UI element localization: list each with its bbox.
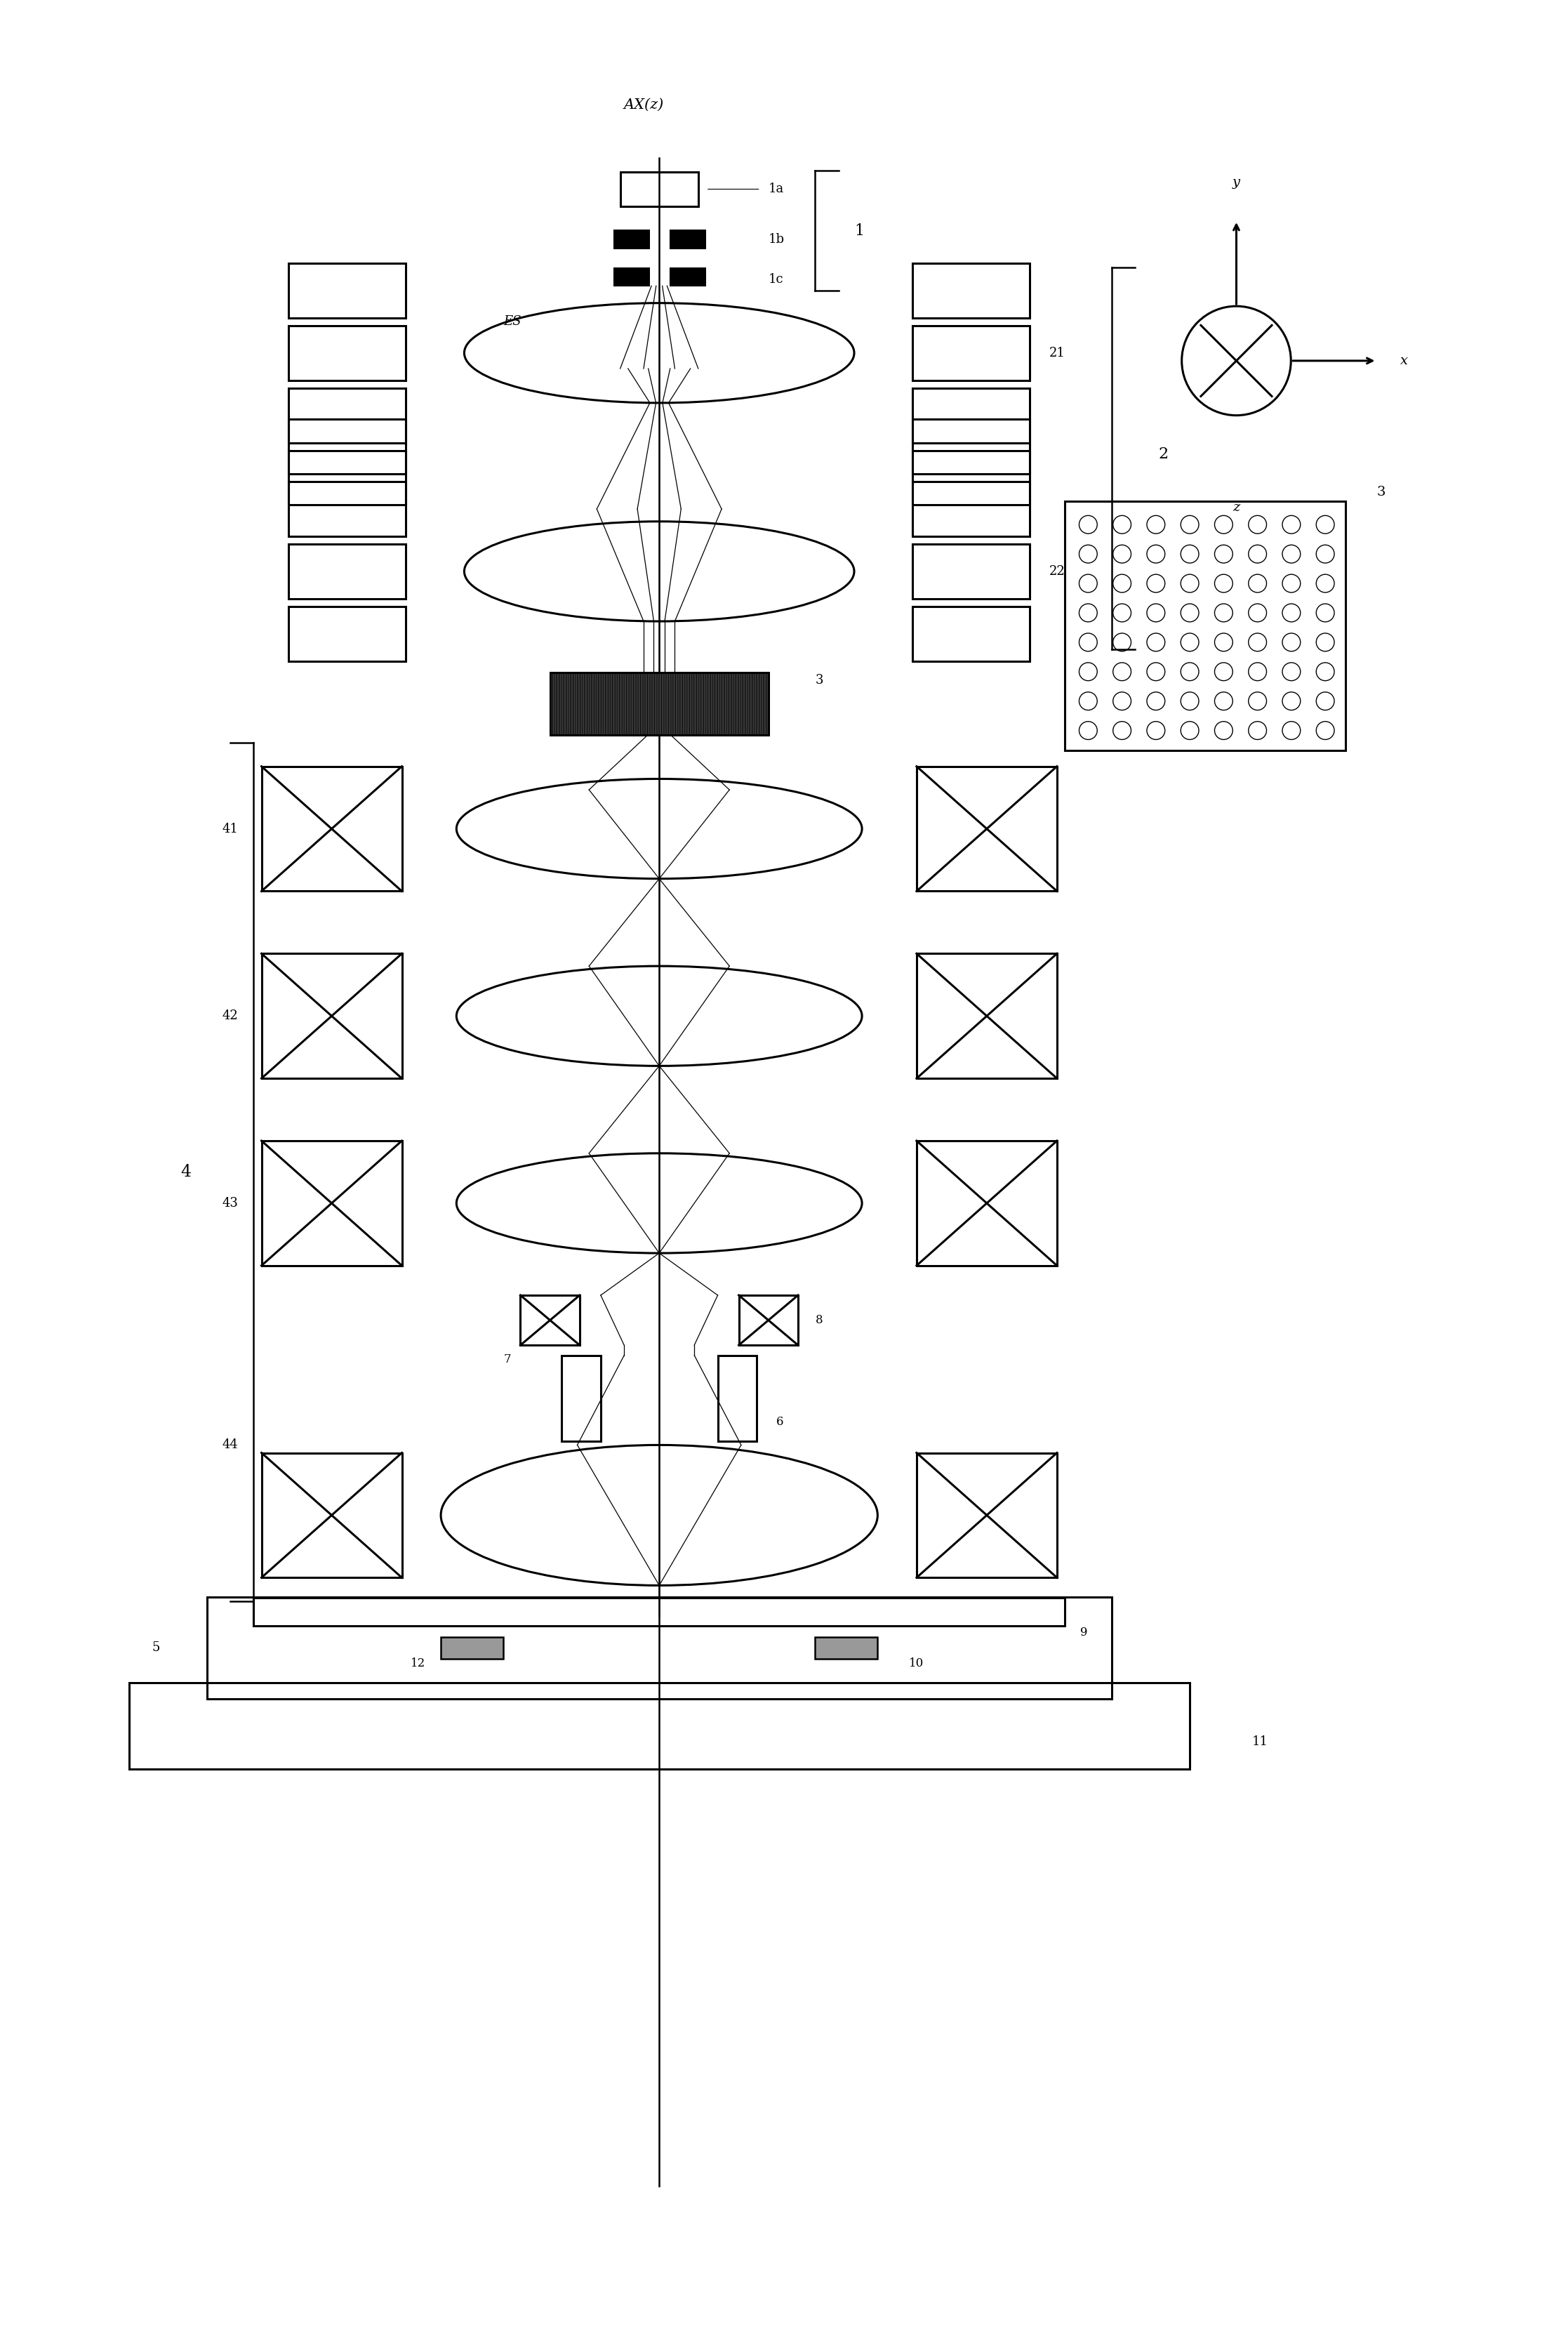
Bar — [262, 766, 401, 891]
Text: 3: 3 — [815, 675, 823, 687]
Bar — [917, 954, 1057, 1078]
Text: z: z — [1232, 502, 1240, 513]
Text: 7: 7 — [503, 1352, 511, 1364]
Bar — [441, 1636, 503, 1660]
Bar — [1065, 502, 1345, 750]
Text: 1a: 1a — [768, 183, 784, 195]
Bar — [289, 481, 406, 537]
Text: 10: 10 — [909, 1657, 924, 1669]
Bar — [913, 420, 1030, 473]
Bar — [670, 230, 704, 248]
Bar — [917, 1142, 1057, 1266]
Text: 41: 41 — [223, 823, 238, 834]
Bar — [289, 263, 406, 319]
Bar — [289, 420, 406, 473]
Text: x: x — [1400, 354, 1408, 368]
Text: 8: 8 — [815, 1315, 823, 1327]
Bar — [254, 1599, 1065, 1627]
Text: 3: 3 — [1377, 485, 1386, 499]
Text: 22: 22 — [1049, 565, 1065, 577]
Bar — [289, 607, 406, 661]
Bar — [815, 1636, 878, 1660]
Bar — [621, 171, 698, 206]
Bar — [739, 1296, 798, 1345]
Text: 44: 44 — [223, 1439, 238, 1451]
Text: 6: 6 — [776, 1416, 784, 1427]
Bar — [913, 544, 1030, 598]
Text: 1b: 1b — [768, 232, 784, 246]
Bar — [289, 544, 406, 598]
Text: 11: 11 — [1251, 1735, 1269, 1749]
Text: 5: 5 — [152, 1641, 160, 1655]
Bar — [615, 230, 648, 248]
Text: AX(z): AX(z) — [624, 98, 663, 110]
Bar — [289, 389, 406, 443]
Bar — [262, 954, 401, 1078]
Text: ES: ES — [503, 316, 521, 328]
Text: 21: 21 — [1049, 347, 1065, 359]
Bar — [913, 389, 1030, 443]
Bar — [913, 263, 1030, 319]
Bar — [913, 326, 1030, 380]
Bar — [917, 766, 1057, 891]
Bar — [289, 326, 406, 380]
Bar — [289, 450, 406, 504]
Text: 9: 9 — [1080, 1627, 1088, 1638]
Bar — [913, 450, 1030, 504]
Text: 1c: 1c — [768, 274, 784, 286]
Bar — [561, 1355, 601, 1442]
Bar — [615, 267, 648, 286]
Bar — [550, 673, 768, 736]
Bar — [670, 267, 704, 286]
Text: 12: 12 — [411, 1657, 425, 1669]
Bar — [917, 1453, 1057, 1578]
Text: 43: 43 — [223, 1198, 238, 1210]
Bar — [521, 1296, 580, 1345]
Bar — [718, 1355, 757, 1442]
Text: 4: 4 — [180, 1165, 191, 1179]
Bar — [129, 1683, 1190, 1770]
Text: 2: 2 — [1159, 448, 1168, 462]
Text: y: y — [1232, 176, 1240, 190]
Bar — [207, 1596, 1112, 1699]
Bar — [913, 481, 1030, 537]
Text: 1: 1 — [855, 223, 864, 239]
Text: 42: 42 — [223, 1010, 238, 1022]
Bar — [262, 1142, 401, 1266]
Bar — [262, 1453, 401, 1578]
Bar — [913, 607, 1030, 661]
